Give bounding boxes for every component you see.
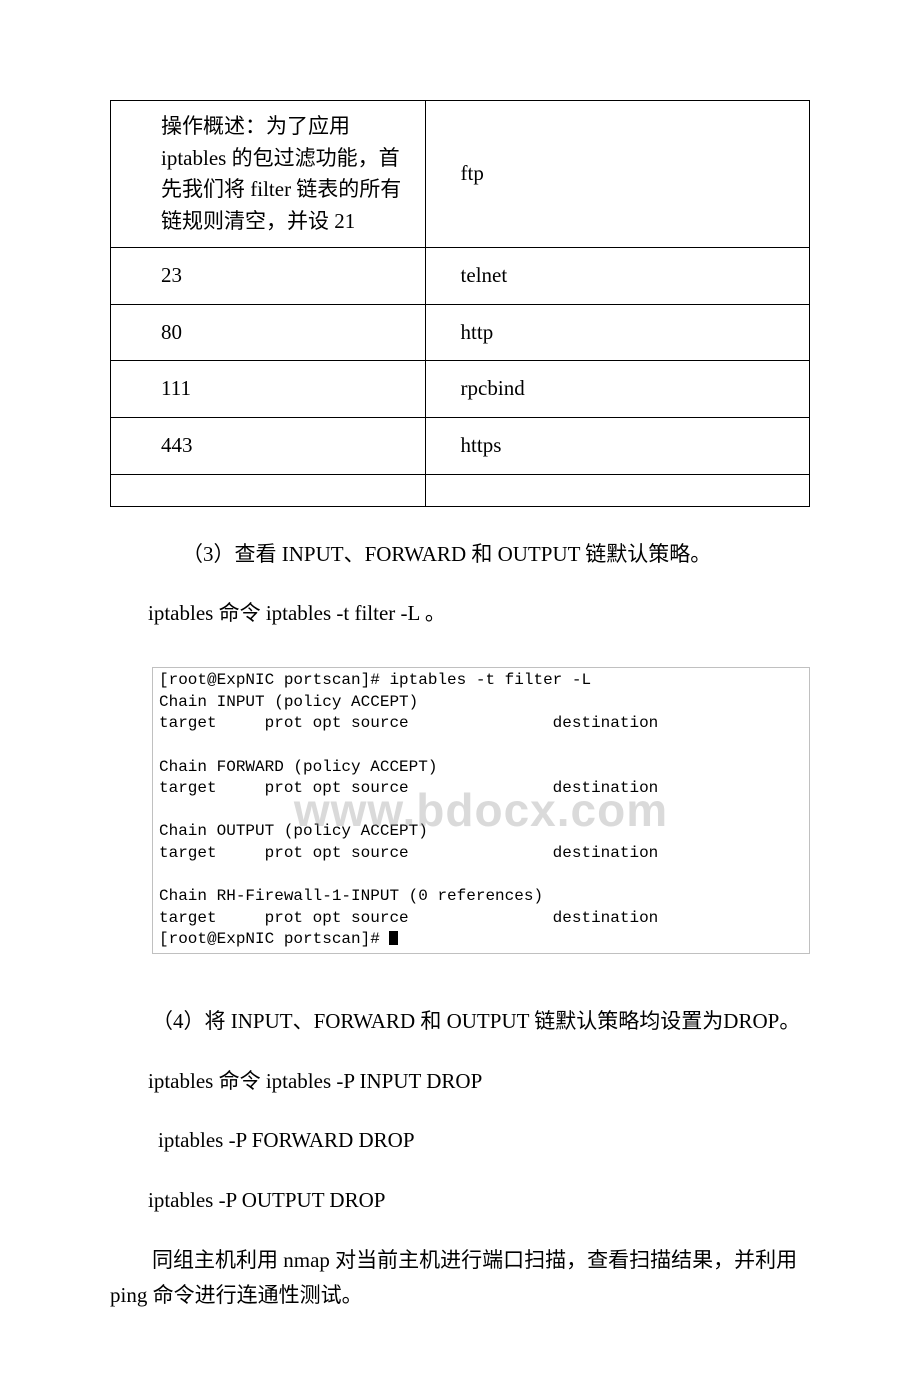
- table-row: 111rpcbind: [111, 361, 810, 418]
- table-cell-right: telnet: [425, 248, 809, 305]
- section-4-cmd3: iptables -P OUTPUT DROP: [148, 1183, 810, 1219]
- table-cell-left: 111: [111, 361, 426, 418]
- section-4-title: （4）将 INPUT、FORWARD 和 OUTPUT 链默认策略均设置为DRO…: [110, 1004, 810, 1040]
- table-cell-left: [111, 474, 426, 506]
- table-row: 80http: [111, 304, 810, 361]
- table-cell-left: 443: [111, 418, 426, 475]
- section-3-cmd: iptables 命令 iptables -t filter -L 。: [148, 596, 810, 632]
- table-cell-right: http: [425, 304, 809, 361]
- table-row: 操作概述：为了应用 iptables 的包过滤功能，首先我们将 filter 链…: [111, 101, 810, 248]
- terminal-cursor: [389, 931, 398, 945]
- terminal-output: [root@ExpNIC portscan]# iptables -t filt…: [152, 667, 810, 954]
- table-cell-right: https: [425, 418, 809, 475]
- table-row: [111, 474, 810, 506]
- table-cell-right: rpcbind: [425, 361, 809, 418]
- table-cell-right: ftp: [425, 101, 809, 248]
- section-4-desc: 同组主机利用 nmap 对当前主机进行端口扫描，查看扫描结果，并利用 ping …: [110, 1243, 810, 1314]
- terminal-container: www.bdocx.com [root@ExpNIC portscan]# ip…: [152, 667, 810, 954]
- table-cell-right: [425, 474, 809, 506]
- section-4-cmd2: iptables -P FORWARD DROP: [158, 1123, 810, 1159]
- table-body: 操作概述：为了应用 iptables 的包过滤功能，首先我们将 filter 链…: [111, 101, 810, 507]
- table-row: 23telnet: [111, 248, 810, 305]
- table-cell-left: 操作概述：为了应用 iptables 的包过滤功能，首先我们将 filter 链…: [111, 101, 426, 248]
- section-4-cmd1: iptables 命令 iptables -P INPUT DROP: [148, 1064, 810, 1100]
- table-cell-left: 80: [111, 304, 426, 361]
- section-3-title: （3）查看 INPUT、FORWARD 和 OUTPUT 链默认策略。: [140, 537, 810, 573]
- table-cell-left: 23: [111, 248, 426, 305]
- table-row: 443https: [111, 418, 810, 475]
- port-table: 操作概述：为了应用 iptables 的包过滤功能，首先我们将 filter 链…: [110, 100, 810, 507]
